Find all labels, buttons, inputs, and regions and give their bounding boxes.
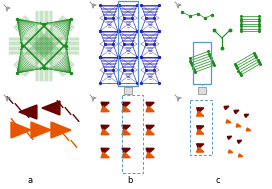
- Polygon shape: [226, 120, 231, 123]
- Text: c: c: [216, 176, 220, 185]
- Polygon shape: [228, 150, 233, 153]
- Bar: [118, 1, 138, 86]
- Polygon shape: [101, 148, 109, 154]
- Polygon shape: [224, 106, 229, 110]
- Polygon shape: [146, 125, 154, 131]
- Polygon shape: [234, 110, 239, 114]
- Polygon shape: [244, 114, 249, 117]
- Polygon shape: [197, 147, 204, 152]
- Polygon shape: [51, 122, 71, 138]
- Polygon shape: [101, 125, 109, 131]
- Polygon shape: [197, 144, 204, 149]
- Polygon shape: [236, 124, 241, 127]
- Polygon shape: [239, 154, 243, 157]
- Polygon shape: [146, 102, 154, 108]
- Polygon shape: [197, 126, 204, 131]
- Polygon shape: [146, 129, 154, 135]
- Polygon shape: [11, 122, 31, 138]
- Text: a: a: [27, 176, 33, 185]
- Polygon shape: [237, 140, 242, 143]
- Polygon shape: [122, 106, 130, 112]
- Polygon shape: [146, 106, 154, 112]
- Text: b: b: [127, 176, 133, 185]
- Bar: [193, 42, 211, 84]
- Polygon shape: [122, 102, 130, 108]
- Polygon shape: [246, 128, 251, 131]
- Bar: [198, 87, 206, 94]
- Polygon shape: [42, 101, 60, 115]
- Polygon shape: [101, 129, 109, 135]
- Bar: [122, 95, 143, 173]
- Polygon shape: [146, 152, 154, 158]
- Polygon shape: [101, 152, 109, 158]
- Bar: [190, 100, 212, 155]
- Polygon shape: [197, 108, 204, 113]
- Polygon shape: [122, 125, 130, 131]
- Polygon shape: [146, 148, 154, 154]
- Polygon shape: [19, 105, 37, 119]
- Polygon shape: [101, 102, 109, 108]
- Polygon shape: [122, 148, 130, 154]
- Bar: [124, 87, 132, 94]
- Polygon shape: [227, 136, 232, 139]
- Polygon shape: [122, 129, 130, 135]
- Polygon shape: [122, 152, 130, 158]
- Polygon shape: [101, 106, 109, 112]
- Polygon shape: [197, 111, 204, 116]
- Polygon shape: [197, 129, 204, 134]
- Polygon shape: [31, 122, 51, 138]
